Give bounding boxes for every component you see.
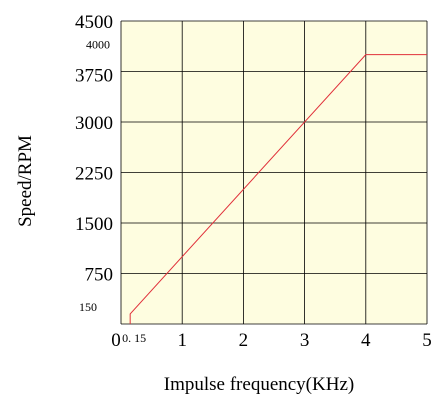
x-axis-label: Impulse frequency(KHz)	[164, 374, 354, 395]
y-tick-label: 3000	[75, 113, 113, 134]
series-group	[129, 54, 427, 324]
y-tick-label: 4500	[75, 12, 113, 33]
y-tick-label: 1500	[75, 214, 113, 235]
x-tick-labels: 0 0. 15 1 2 3 4 5	[111, 330, 432, 351]
x-tick-label: 2	[239, 330, 249, 351]
y-tick-labels: 150 750 1500 2250 3000 3750 4000 4500	[75, 12, 113, 314]
x-tick-label: 4	[361, 330, 371, 351]
x-tick-label: 1	[177, 330, 187, 351]
x-tick-label: 0. 15	[122, 331, 146, 345]
x-tick-label: 3	[300, 330, 310, 351]
x-tick-label: 5	[422, 330, 432, 351]
grid-lines	[120, 20, 428, 325]
y-tick-label: 2250	[75, 164, 113, 185]
series-line	[129, 54, 427, 324]
y-tick-label: 150	[79, 300, 97, 314]
y-tick-label: 3750	[75, 66, 113, 87]
y-axis-label: Speed/RPM	[15, 135, 36, 227]
y-tick-label: 4000	[86, 38, 110, 52]
y-tick-label: 750	[85, 265, 114, 286]
x-tick-label: 0	[111, 330, 121, 351]
